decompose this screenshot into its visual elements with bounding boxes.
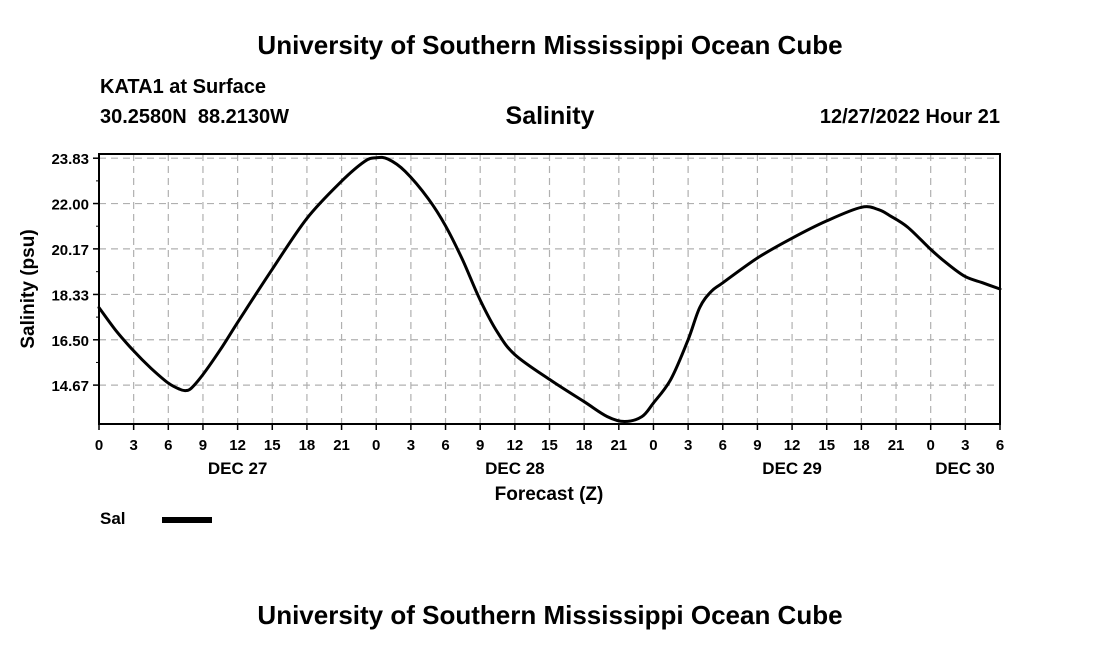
x-tick-label: 0	[927, 437, 935, 454]
x-tick-label: 0	[649, 437, 657, 454]
x-tick-label: 9	[476, 437, 484, 454]
x-tick-label: 6	[996, 437, 1004, 454]
x-tick-label: 6	[164, 437, 172, 454]
y-tick-label: 16.50	[51, 333, 89, 350]
y-tick-label: 20.17	[51, 242, 89, 259]
salinity-chart: 14.67 16.50 18.33 20.17 22.00 23.83 0 3 6 9 12 15 1…	[18, 151, 1004, 505]
x-tick-label: 18	[576, 437, 593, 454]
legend-label: Sal	[100, 509, 126, 528]
legend-swatch	[162, 517, 212, 523]
y-tick-label: 18.33	[51, 287, 89, 304]
date-label: DEC 30	[935, 459, 995, 478]
station-label: KATA1 at Surface	[100, 76, 266, 98]
x-tick-label: 12	[229, 437, 246, 454]
y-tick-label: 14.67	[51, 378, 89, 395]
x-tick-label: 3	[407, 437, 415, 454]
x-tick-label: 3	[684, 437, 692, 454]
y-axis-label: Salinity (psu)	[18, 229, 39, 348]
coordinates-label: 30.2580N 88.2130W	[100, 106, 290, 128]
date-label: DEC 29	[762, 459, 822, 478]
timestamp-label: 12/27/2022 Hour 21	[819, 106, 1000, 128]
x-tick-label: 6	[719, 437, 727, 454]
x-tick-label: 12	[507, 437, 524, 454]
series-line-sal	[97, 155, 1002, 423]
page-title: University of Southern Mississippi Ocean…	[257, 30, 843, 60]
footer-title: University of Southern Mississippi Ocean…	[257, 600, 843, 630]
x-tick-label: 0	[372, 437, 380, 454]
x-tick-label: 21	[333, 437, 350, 454]
plot-frame	[98, 153, 1001, 425]
x-tick-label: 21	[610, 437, 627, 454]
x-tick-label: 9	[199, 437, 207, 454]
x-tick-label: 15	[818, 437, 835, 454]
x-axis-label: Forecast (Z)	[495, 484, 604, 505]
y-tick-label: 22.00	[51, 197, 89, 214]
x-tick-label: 15	[264, 437, 281, 454]
x-tick-label: 6	[441, 437, 449, 454]
x-tick-label: 18	[853, 437, 870, 454]
x-tick-label: 15	[541, 437, 558, 454]
y-tick-label: 23.83	[51, 151, 89, 168]
x-tick-label: 21	[888, 437, 905, 454]
x-tick-label: 3	[129, 437, 137, 454]
chart-title: Salinity	[505, 102, 595, 130]
date-label: DEC 27	[208, 459, 268, 478]
x-tick-label: 3	[961, 437, 969, 454]
x-tick-label: 0	[95, 437, 103, 454]
x-tick-label: 9	[753, 437, 761, 454]
x-tick-label: 18	[299, 437, 316, 454]
x-tick-label: 12	[784, 437, 801, 454]
date-label: DEC 28	[485, 459, 545, 478]
